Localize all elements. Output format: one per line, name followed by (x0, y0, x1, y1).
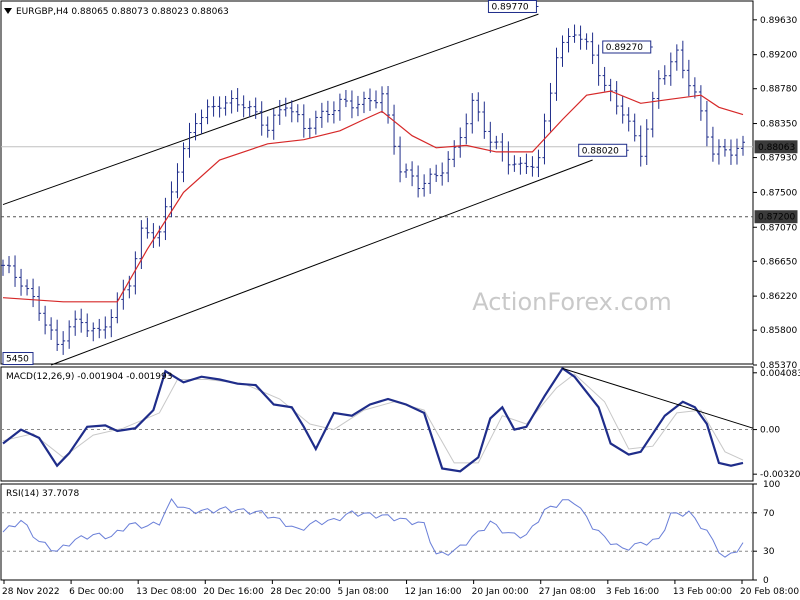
price-annotation-label: 0.89270 (606, 43, 643, 53)
watermark: ActionForex.com (472, 288, 672, 316)
time-axis-label: 20 Jan 00:00 (472, 587, 529, 597)
rsi-panel (0, 483, 754, 581)
rsi-axis-label: 70 (763, 509, 775, 519)
price-axis-label: 0.88350 (760, 120, 797, 130)
price-annotation-label: 5450 (6, 355, 29, 365)
macd-panel (0, 366, 754, 482)
rsi-title: RSI(14) 37.7078 (6, 489, 79, 499)
time-axis-label: 20 Feb 08:00 (740, 587, 799, 597)
macd-axis-label: 0.00 (760, 426, 780, 436)
price-axis-label: 0.86220 (760, 292, 797, 302)
time-axis-label: 6 Dec 00:00 (69, 587, 124, 597)
price-axis-label: 0.87070 (760, 223, 797, 233)
price-annotation-box (2, 352, 34, 366)
price-axis-label: 0.85800 (760, 326, 797, 336)
time-axis-label: 13 Dec 08:00 (136, 587, 197, 597)
price-axis-label: 0.86650 (760, 257, 797, 267)
time-axis-label: 3 Feb 16:00 (606, 587, 660, 597)
macd-trend-line (562, 367, 754, 429)
rsi-axis-label: 0 (763, 576, 769, 586)
last-price-label: 0.88063 (758, 143, 795, 153)
macd-line (2, 366, 744, 473)
price-axis-label: 0.87500 (760, 188, 797, 198)
time-axis-label: 13 Feb 00:00 (673, 587, 732, 597)
time-axis-label: 20 Dec 16:00 (203, 587, 264, 597)
price-axis-label: 0.88780 (760, 85, 797, 95)
price-axis-label: 0.89630 (760, 16, 797, 26)
last-price-box (754, 140, 798, 154)
channel-upper-line (2, 13, 539, 206)
time-axis-label: 27 Jan 08:00 (539, 587, 596, 597)
rsi-axis-label: 100 (763, 480, 780, 490)
time-axis-label: 28 Dec 20:00 (270, 587, 331, 597)
price-panel (0, 0, 754, 365)
price-annotation-label: 0.89770 (491, 2, 528, 12)
support-value-label: 0.87200 (758, 213, 795, 223)
price-axis-label: 0.85370 (760, 361, 797, 371)
dropdown-triangle-icon[interactable] (4, 8, 12, 14)
rsi-line (2, 498, 744, 558)
price-annotation-label: 0.88020 (582, 146, 619, 156)
support-value-box (754, 210, 798, 224)
rsi-axis-label: 30 (763, 547, 775, 557)
macd-axis-label: -0.003209 (760, 470, 800, 480)
time-axis-label: 28 Nov 2022 (2, 587, 60, 597)
price-axis-label: 0.87930 (760, 154, 797, 164)
macd-title: MACD(12,26,9) -0.001904 -0.001993 (6, 372, 172, 382)
price-header: EURGBP,H4 0.88065 0.88073 0.88023 0.8806… (16, 7, 229, 17)
price-axis-label: 0.89200 (760, 51, 797, 61)
moving-average-line (2, 90, 744, 303)
time-axis-label: 5 Jan 08:00 (337, 587, 389, 597)
channel-lower-line (50, 159, 593, 366)
macd-axis-label: 0.004083 (760, 369, 800, 379)
time-axis-label: 12 Jan 16:00 (405, 587, 462, 597)
